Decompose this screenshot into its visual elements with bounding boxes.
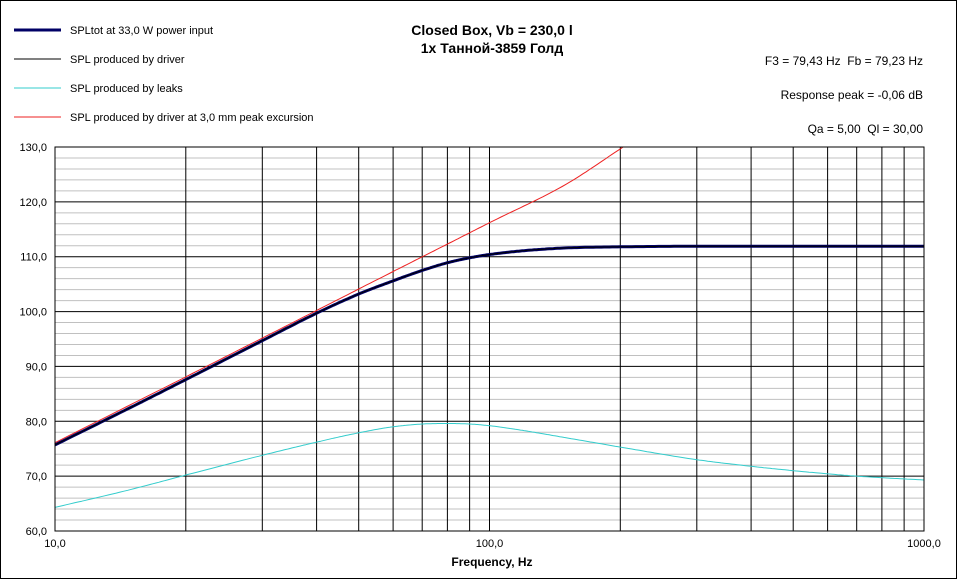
series-line-1 [54,245,924,446]
chart-title: Closed Box, Vb = 230,0 l [411,22,572,38]
y-tick-label: 80,0 [26,416,47,428]
x-tick-label: 1000,0 [907,538,941,550]
y-tick-label: 130,0 [19,142,47,154]
legend: SPLtot at 33,0 W power input SPL produced… [14,25,314,124]
legend-label-0: SPLtot at 33,0 W power input [70,25,213,37]
x-tick-label: 10,0 [44,538,65,550]
y-tick-label: 60,0 [26,526,47,538]
series-lines [54,146,925,508]
y-tick-label: 100,0 [19,307,47,319]
annotation-1: Response peak = -0,06 dB [781,88,923,102]
legend-label-3: SPL produced by driver at 3,0 mm peak ex… [70,112,314,124]
annotations: F3 = 79,43 Hz Fb = 79,23 Hz Response peak… [765,54,923,136]
legend-label-2: SPL produced by leaks [70,83,183,95]
y-tick-label: 70,0 [26,471,47,483]
legend-label-1: SPL produced by driver [70,54,185,66]
series-line-2 [54,423,925,508]
y-tick-label: 90,0 [26,361,47,373]
series-line-3 [54,146,624,444]
annotation-0: F3 = 79,43 Hz Fb = 79,23 Hz [765,54,923,68]
chart-subtitle: 1x Танной-3859 Голд [421,40,564,56]
plot-border [54,146,925,532]
x-axis-label: Frequency, Hz [451,555,532,569]
y-tick-label: 110,0 [20,252,47,264]
annotation-2: Qa = 5,00 Ql = 30,00 [808,122,924,136]
y-axis-ticks: 60,0 70,0 80,0 90,0 100,0 110,0 120,0 130,0 [19,142,47,538]
x-tick-label: 100,0 [476,538,504,550]
grid [55,146,924,532]
x-axis-ticks: 10,0 100,0 1000,0 [44,538,941,550]
y-tick-label: 120,0 [19,197,47,209]
